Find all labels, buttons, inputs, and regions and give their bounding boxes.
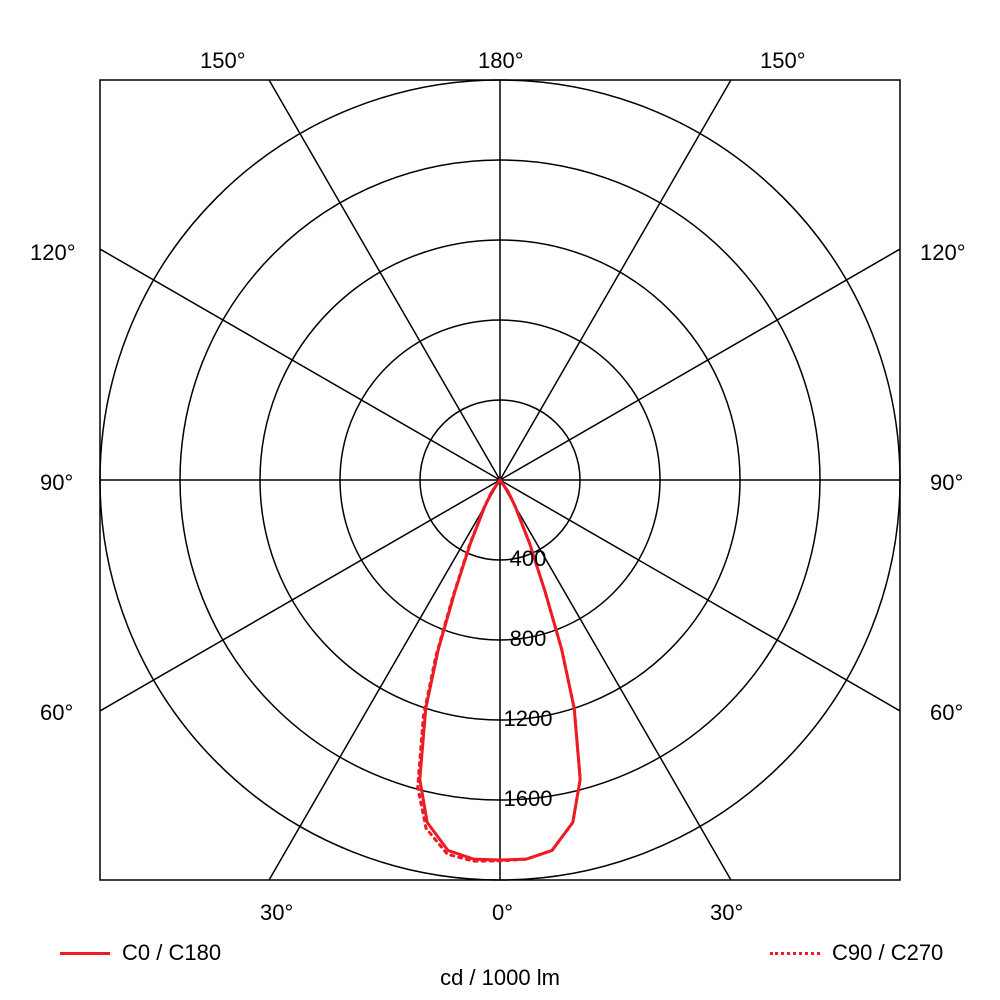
legend-label: C0 / C180	[122, 940, 221, 966]
unit-label: cd / 1000 lm	[440, 965, 560, 991]
radius-label: 1600	[504, 786, 553, 812]
legend-item: C90 / C270	[770, 940, 943, 966]
angle-label: 120°	[30, 240, 76, 266]
angle-label: 150°	[760, 48, 806, 74]
angle-label: 60°	[40, 700, 73, 726]
angle-label: 60°	[930, 700, 963, 726]
legend-label: C90 / C270	[832, 940, 943, 966]
angle-label: 150°	[200, 48, 246, 74]
angle-label: 30°	[260, 900, 293, 926]
legend-swatch	[770, 952, 820, 955]
angle-label: 90°	[40, 470, 73, 496]
radius-label: 1200	[504, 706, 553, 732]
angle-label: 0°	[492, 900, 513, 926]
legend-item: C0 / C180	[60, 940, 221, 966]
legend-swatch	[60, 952, 110, 955]
angle-label: 90°	[930, 470, 963, 496]
angle-label: 30°	[710, 900, 743, 926]
polar-svg	[0, 0, 1000, 1000]
polar-chart: 150° 180° 150° 120° 120° 90° 90° 60° 60° 30° 0° 30°…	[0, 0, 1000, 1000]
angle-label: 180°	[478, 48, 524, 74]
angle-label: 120°	[920, 240, 966, 266]
radius-label: 800	[510, 626, 547, 652]
radius-label: 400	[510, 546, 547, 572]
